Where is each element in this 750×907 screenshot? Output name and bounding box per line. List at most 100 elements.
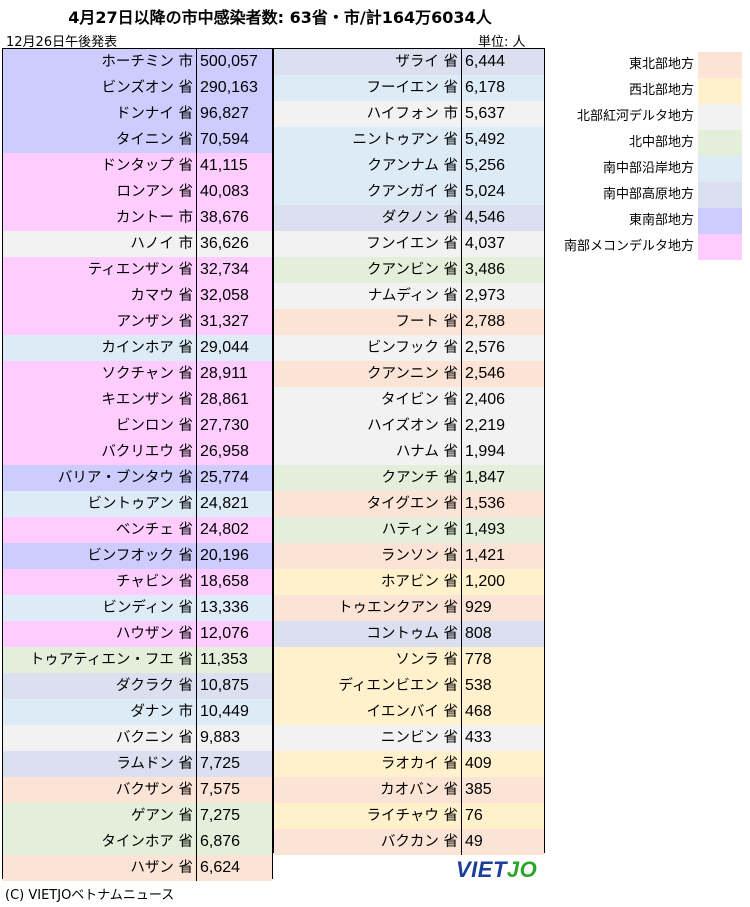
table-row: バクカン 省 49 (274, 829, 544, 855)
table-row: ディエンビエン 省 538 (274, 673, 544, 699)
case-count: 25,774 (196, 465, 272, 491)
table-right: ザライ 省 6,444 フーイエン 省 6,178 ハイフォン 市 5,637 ニントゥアン… (273, 48, 545, 855)
table-row: ドンタップ 省 41,115 (3, 153, 272, 179)
province-name: イエンバイ 省 (274, 699, 461, 725)
table-row: ビンロン 省 27,730 (3, 413, 272, 439)
province-name: ランソン 省 (274, 543, 461, 569)
case-count: 808 (461, 621, 544, 647)
table-row: クアンガイ 省 5,024 (274, 179, 544, 205)
legend-label: 北部紅河デルタ地方 (576, 109, 694, 124)
province-name: カントー 市 (3, 205, 196, 231)
legend-item: 東南部地方 (552, 208, 742, 234)
province-name: ビンディン 省 (3, 595, 196, 621)
legend-label: 南中部高原地方 (602, 187, 694, 202)
province-name: クアンビン 省 (274, 257, 461, 283)
province-name: ナムディン 省 (274, 283, 461, 309)
province-name: タイグエン 省 (274, 491, 461, 517)
case-count: 3,486 (461, 257, 544, 283)
province-name: ハザン 省 (3, 855, 196, 881)
case-count: 24,802 (196, 517, 272, 543)
table-row: ビントゥアン 省 24,821 (3, 491, 272, 517)
case-count: 18,658 (196, 569, 272, 595)
province-name: クアンチ 省 (274, 465, 461, 491)
table-row: カントー 市 38,676 (3, 205, 272, 231)
province-name: ビンフック 省 (274, 335, 461, 361)
table-row: バクニン 省 9,883 (3, 725, 272, 751)
table-row: ハナム 省 1,994 (274, 439, 544, 465)
case-count: 4,546 (461, 205, 544, 231)
case-count: 6,444 (461, 49, 544, 75)
table-row: ダナン 市 10,449 (3, 699, 272, 725)
case-count: 5,637 (461, 101, 544, 127)
case-count: 2,576 (461, 335, 544, 361)
table-row: ダクノン 省 4,546 (274, 205, 544, 231)
legend-item: 北部紅河デルタ地方 (552, 104, 742, 130)
case-count: 2,546 (461, 361, 544, 387)
province-name: ビンズオン 省 (3, 75, 196, 101)
copyright-credit: (C) VIETJOベトナムニュース (5, 888, 175, 903)
case-count: 12,076 (196, 621, 272, 647)
legend-label: 西北部地方 (628, 83, 694, 98)
province-name: ニントゥアン 省 (274, 127, 461, 153)
legend-item: 南中部高原地方 (552, 182, 742, 208)
legend-swatch (698, 78, 742, 104)
case-count: 1,200 (461, 569, 544, 595)
table-row: ベンチェ 省 24,802 (3, 517, 272, 543)
table-row: ハノイ 市 36,626 (3, 231, 272, 257)
province-name: ハティン 省 (274, 517, 461, 543)
legend-swatch (698, 208, 742, 234)
case-count: 6,178 (461, 75, 544, 101)
province-name: クアンニン 省 (274, 361, 461, 387)
province-name: タイビン 省 (274, 387, 461, 413)
table-row: ビンズオン 省 290,163 (3, 75, 272, 101)
table-row: バクリエウ 省 26,958 (3, 439, 272, 465)
legend-swatch (698, 234, 742, 260)
legend-swatch (698, 130, 742, 156)
table-row: チャビン 省 18,658 (3, 569, 272, 595)
table-row: ザライ 省 6,444 (274, 49, 544, 75)
legend-item: 西北部地方 (552, 78, 742, 104)
table-row: カマウ 省 32,058 (3, 283, 272, 309)
table-row: ランソン 省 1,421 (274, 543, 544, 569)
province-name: ラムドン 省 (3, 751, 196, 777)
case-count: 5,492 (461, 127, 544, 153)
province-name: コントゥム 省 (274, 621, 461, 647)
table-row: アンザン 省 31,327 (3, 309, 272, 335)
table-row: ティエンザン 省 32,734 (3, 257, 272, 283)
table-row: ソンラ 省 778 (274, 647, 544, 673)
case-count: 32,058 (196, 283, 272, 309)
province-name: チャビン 省 (3, 569, 196, 595)
case-count: 6,876 (196, 829, 272, 855)
table-row: イエンバイ 省 468 (274, 699, 544, 725)
table-row: ラオカイ 省 409 (274, 751, 544, 777)
province-name: ラオカイ 省 (274, 751, 461, 777)
province-name: ディエンビエン 省 (274, 673, 461, 699)
table-row: ロンアン 省 40,083 (3, 179, 272, 205)
province-name: トゥアティエン・フエ 省 (3, 647, 196, 673)
province-name: タインホア 省 (3, 829, 196, 855)
province-name: ハイフォン 市 (274, 101, 461, 127)
province-name: バクザン 省 (3, 777, 196, 803)
case-count: 27,730 (196, 413, 272, 439)
legend-swatch (698, 104, 742, 130)
province-name: バリア・ブンタウ 省 (3, 465, 196, 491)
province-name: バクニン 省 (3, 725, 196, 751)
province-name: ハウザン 省 (3, 621, 196, 647)
case-count: 778 (461, 647, 544, 673)
table-row: ハイズオン 省 2,219 (274, 413, 544, 439)
case-count: 385 (461, 777, 544, 803)
case-count: 41,115 (196, 153, 272, 179)
case-count: 7,275 (196, 803, 272, 829)
case-count: 1,994 (461, 439, 544, 465)
case-count: 7,725 (196, 751, 272, 777)
province-name: バクリエウ 省 (3, 439, 196, 465)
table-row: タイビン 省 2,406 (274, 387, 544, 413)
table-row: タイグエン 省 1,536 (274, 491, 544, 517)
case-count: 49 (461, 829, 544, 855)
case-count: 1,536 (461, 491, 544, 517)
province-name: ティエンザン 省 (3, 257, 196, 283)
case-count: 409 (461, 751, 544, 777)
province-name: ロンアン 省 (3, 179, 196, 205)
province-name: ニンビン 省 (274, 725, 461, 751)
province-name: カマウ 省 (3, 283, 196, 309)
